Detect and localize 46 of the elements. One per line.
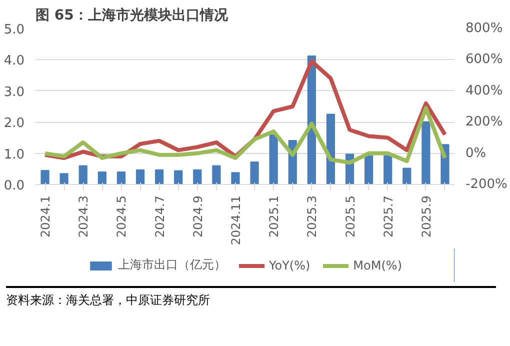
x-tick-label: 2024.5 (114, 195, 129, 238)
y-tick-label: 0.0 (4, 178, 25, 194)
y2-tick-label: 400% (466, 83, 503, 98)
bar (422, 121, 430, 184)
bar (154, 169, 164, 184)
legend-label: 上海市出口（亿元） (118, 256, 226, 274)
x-tick-label: 2024.9 (190, 195, 205, 238)
y2-tick-label: 800% (466, 21, 503, 36)
text: 资料来源：海关总署，中原证券研究所 (6, 292, 210, 309)
x-tick-label: 2025.3 (305, 195, 320, 238)
x-tick-label: 2024.1 (38, 195, 53, 238)
bar (40, 170, 50, 184)
y-tick-label: 3.0 (4, 84, 25, 100)
bar (136, 169, 145, 184)
y-tick-label: 2.0 (4, 116, 25, 132)
bar (60, 173, 68, 184)
bar (98, 172, 106, 184)
y2-tick-label: -200% (466, 177, 508, 192)
y2-tick-label: 200% (466, 114, 503, 130)
bar (78, 165, 88, 184)
legend-label: MoM(%) (353, 258, 402, 272)
bar (269, 134, 278, 184)
bar (174, 170, 183, 184)
line-series (43, 106, 447, 165)
y-tick-label: 4.0 (4, 54, 25, 69)
bar (402, 168, 412, 184)
x-tick-label: 2025.7 (381, 195, 396, 238)
x-tick-label: 2024.3 (76, 195, 91, 238)
bar (364, 155, 374, 184)
x-tick-label: 2025.9 (419, 195, 434, 238)
legend-label: YoY(%) (268, 258, 310, 272)
bar (231, 172, 240, 184)
y-tick-label: 1.0 (4, 147, 25, 162)
y2-tick-label: 600% (466, 52, 503, 68)
x-tick-label: 2024.11 (228, 196, 243, 246)
bar (212, 165, 221, 184)
x-tick-label: 2025.1 (267, 195, 282, 238)
bar (193, 169, 202, 184)
chart-title: 图 65：上海市光模块出口情况 (36, 6, 229, 24)
bar (384, 155, 392, 184)
y-tick-label: 5.0 (4, 22, 25, 38)
bar (116, 172, 126, 184)
x-tick-label: 2025.5 (343, 195, 358, 238)
bar (250, 162, 259, 184)
x-tick-label: 2024.7 (152, 195, 167, 238)
y2-tick-label: 0% (466, 146, 486, 161)
